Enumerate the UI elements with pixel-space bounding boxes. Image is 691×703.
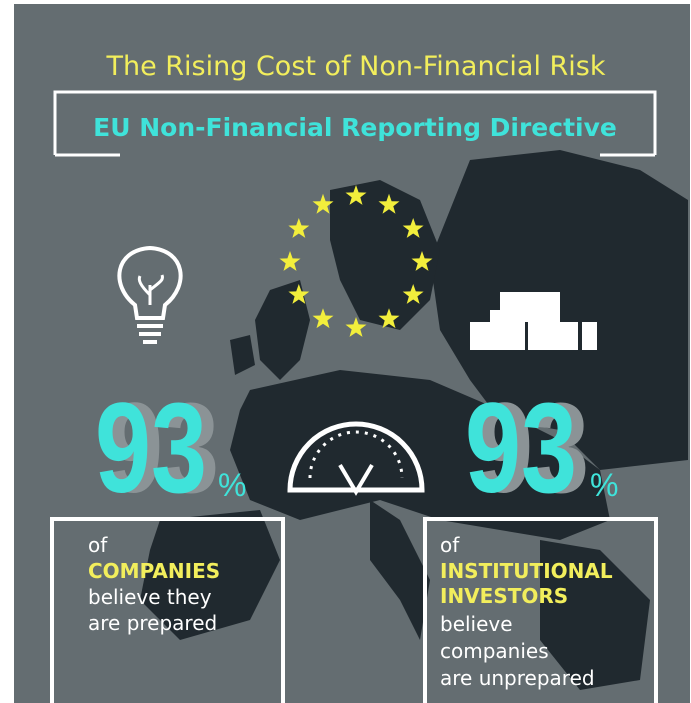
stat-text: believe [440,612,513,636]
star [402,218,424,238]
stat-unit: % [590,467,618,503]
stat-number: 93 [95,377,207,520]
star [288,284,310,304]
star [312,193,334,214]
stat-unit: % [218,467,246,503]
gauge-icon [287,421,425,496]
star [312,308,334,329]
stat-frame [50,517,285,703]
star [288,218,310,238]
star [378,308,400,329]
eu-stars [279,185,433,337]
stat-text: believe they [88,585,212,609]
subtitle: EU Non-Financial Reporting Directive [93,113,617,142]
stat-text: are unprepared [440,666,595,690]
star [345,185,367,205]
stat-highlight: INSTITUTIONAL [440,559,613,583]
stat-text: are prepared [88,611,217,635]
title-frame [53,90,657,155]
bulb-icon [117,245,183,344]
stat-text: of [88,533,108,557]
title: The Rising Cost of Non-Financial Risk [105,51,605,82]
stat-number: 93 [465,377,577,520]
stat-frame [423,517,658,703]
stat-text: of [440,533,460,557]
star [378,193,400,214]
stat-text: companies [440,639,549,663]
star [402,284,424,304]
money-icon [470,292,597,350]
star [411,251,433,271]
star [345,317,367,337]
stat-highlight: COMPANIES [88,559,220,583]
stat-highlight: INVESTORS [440,584,568,608]
star [279,251,301,271]
stat-shadow: 93 [107,377,219,520]
stat-shadow: 93 [477,377,589,520]
